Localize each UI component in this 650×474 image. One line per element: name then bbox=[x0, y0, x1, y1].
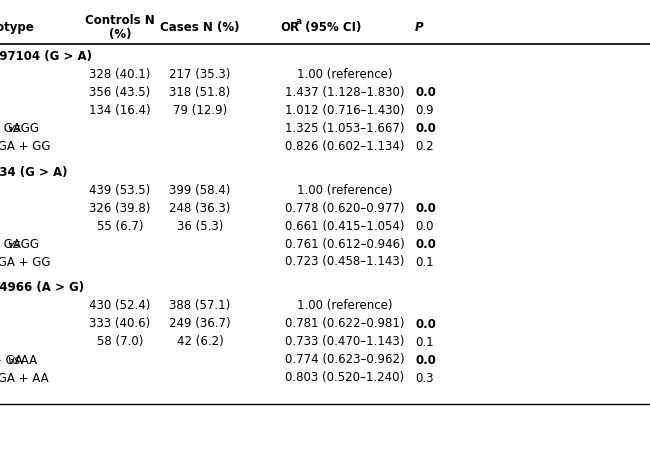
Text: 249 (36.7): 249 (36.7) bbox=[169, 318, 231, 330]
Text: 318 (51.8): 318 (51.8) bbox=[170, 85, 231, 99]
Text: 0.778 (0.620–0.977): 0.778 (0.620–0.977) bbox=[285, 201, 405, 215]
Text: GA + AA: GA + AA bbox=[0, 372, 48, 384]
Text: vs: vs bbox=[8, 354, 21, 366]
Text: 42 (6.2): 42 (6.2) bbox=[177, 336, 224, 348]
Text: 248 (36.3): 248 (36.3) bbox=[169, 201, 231, 215]
Text: 58 (7.0): 58 (7.0) bbox=[97, 336, 143, 348]
Text: 439 (53.5): 439 (53.5) bbox=[90, 183, 151, 197]
Text: OR: OR bbox=[280, 20, 299, 34]
Text: vs: vs bbox=[8, 121, 21, 135]
Text: Cases N (%): Cases N (%) bbox=[161, 20, 240, 34]
Text: 1.00 (reference): 1.00 (reference) bbox=[297, 67, 393, 81]
Text: GG: GG bbox=[17, 237, 39, 250]
Text: Genotype: Genotype bbox=[0, 20, 34, 34]
Text: 0.0: 0.0 bbox=[415, 201, 436, 215]
Text: AA + GA: AA + GA bbox=[0, 237, 25, 250]
Text: 0.661 (0.415–1.054): 0.661 (0.415–1.054) bbox=[285, 219, 405, 233]
Text: 333 (40.6): 333 (40.6) bbox=[90, 318, 151, 330]
Text: 0.0: 0.0 bbox=[415, 237, 436, 250]
Text: 0.803 (0.520–1.240): 0.803 (0.520–1.240) bbox=[285, 372, 404, 384]
Text: rs2497104 (G > A): rs2497104 (G > A) bbox=[0, 49, 92, 63]
Text: 0.761 (0.612–0.946): 0.761 (0.612–0.946) bbox=[285, 237, 405, 250]
Text: 55 (6.7): 55 (6.7) bbox=[97, 219, 143, 233]
Text: GG + GA: GG + GA bbox=[0, 354, 27, 366]
Text: rs364966 (A > G): rs364966 (A > G) bbox=[0, 282, 84, 294]
Text: 0.0: 0.0 bbox=[415, 121, 436, 135]
Text: 0.2: 0.2 bbox=[415, 139, 434, 153]
Text: AA + GA: AA + GA bbox=[0, 121, 25, 135]
Text: 0.733 (0.470–1.143): 0.733 (0.470–1.143) bbox=[285, 336, 405, 348]
Text: 0.1: 0.1 bbox=[415, 336, 434, 348]
Text: GA + GG: GA + GG bbox=[0, 255, 50, 268]
Text: 0.826 (0.602–1.134): 0.826 (0.602–1.134) bbox=[285, 139, 405, 153]
Text: 0.0: 0.0 bbox=[415, 219, 434, 233]
Text: 36 (5.3): 36 (5.3) bbox=[177, 219, 223, 233]
Text: GG: GG bbox=[17, 121, 39, 135]
Text: 79 (12.9): 79 (12.9) bbox=[173, 103, 227, 117]
Text: (%): (%) bbox=[109, 27, 131, 40]
Text: 326 (39.8): 326 (39.8) bbox=[89, 201, 151, 215]
Text: AA: AA bbox=[17, 354, 37, 366]
Text: 0.1: 0.1 bbox=[415, 255, 434, 268]
Text: 1.00 (reference): 1.00 (reference) bbox=[297, 300, 393, 312]
Text: 0.3: 0.3 bbox=[415, 372, 434, 384]
Text: 388 (57.1): 388 (57.1) bbox=[170, 300, 231, 312]
Text: 430 (52.4): 430 (52.4) bbox=[89, 300, 151, 312]
Text: vs: vs bbox=[8, 237, 21, 250]
Text: 0.0: 0.0 bbox=[415, 318, 436, 330]
Text: 1.325 (1.053–1.667): 1.325 (1.053–1.667) bbox=[285, 121, 405, 135]
Text: 0.0: 0.0 bbox=[415, 85, 436, 99]
Text: (95% CI): (95% CI) bbox=[301, 20, 361, 34]
Text: 217 (35.3): 217 (35.3) bbox=[169, 67, 231, 81]
Text: Controls N: Controls N bbox=[85, 13, 155, 27]
Text: 0.723 (0.458–1.143): 0.723 (0.458–1.143) bbox=[285, 255, 405, 268]
Text: 0.774 (0.623–0.962): 0.774 (0.623–0.962) bbox=[285, 354, 405, 366]
Text: 356 (43.5): 356 (43.5) bbox=[90, 85, 151, 99]
Text: 0.781 (0.622–0.981): 0.781 (0.622–0.981) bbox=[285, 318, 405, 330]
Text: P: P bbox=[415, 20, 424, 34]
Text: a: a bbox=[296, 17, 302, 26]
Text: rs5734 (G > A): rs5734 (G > A) bbox=[0, 165, 68, 179]
Text: 399 (58.4): 399 (58.4) bbox=[169, 183, 231, 197]
Text: 0.0: 0.0 bbox=[415, 354, 436, 366]
Text: 1.00 (reference): 1.00 (reference) bbox=[297, 183, 393, 197]
Text: 0.9: 0.9 bbox=[415, 103, 434, 117]
Text: GA + GG: GA + GG bbox=[0, 139, 50, 153]
Text: 134 (16.4): 134 (16.4) bbox=[89, 103, 151, 117]
Text: 1.437 (1.128–1.830): 1.437 (1.128–1.830) bbox=[285, 85, 405, 99]
Text: 328 (40.1): 328 (40.1) bbox=[89, 67, 151, 81]
Text: 1.012 (0.716–1.430): 1.012 (0.716–1.430) bbox=[285, 103, 405, 117]
